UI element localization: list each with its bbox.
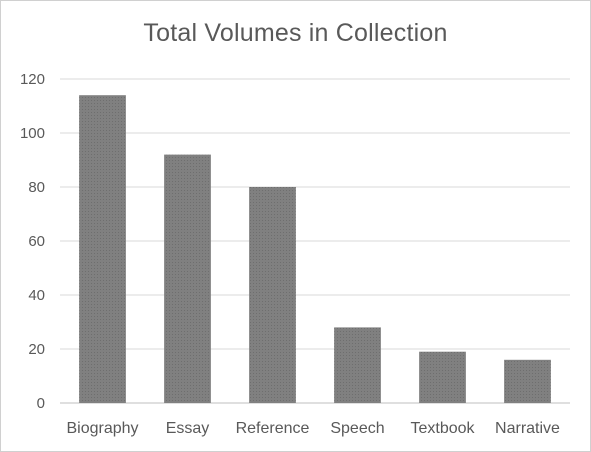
x-tick-label-biography: Biography — [66, 420, 138, 437]
x-tick-label-essay: Essay — [166, 420, 210, 437]
chart-title: Total Volumes in Collection — [143, 19, 448, 47]
y-tick-label-100: 100 — [20, 125, 45, 142]
y-tick-label-60: 60 — [28, 233, 45, 250]
x-tick-label-reference: Reference — [236, 420, 310, 437]
bar-narrative — [504, 359, 551, 403]
y-tick-label-80: 80 — [28, 179, 45, 196]
y-tick-label-40: 40 — [28, 287, 45, 304]
bar-reference — [249, 187, 296, 403]
x-tick-label-narrative: Narrative — [495, 420, 560, 437]
y-tick-label-120: 120 — [20, 71, 45, 88]
x-tick-label-speech: Speech — [330, 420, 384, 437]
x-tick-label-textbook: Textbook — [410, 420, 475, 437]
y-tick-label-20: 20 — [28, 341, 45, 358]
y-tick-label-0: 0 — [37, 395, 45, 412]
bar-speech — [334, 327, 381, 403]
bar-essay — [164, 154, 211, 403]
bar-textbook — [419, 351, 466, 403]
bar-biography — [79, 95, 126, 403]
